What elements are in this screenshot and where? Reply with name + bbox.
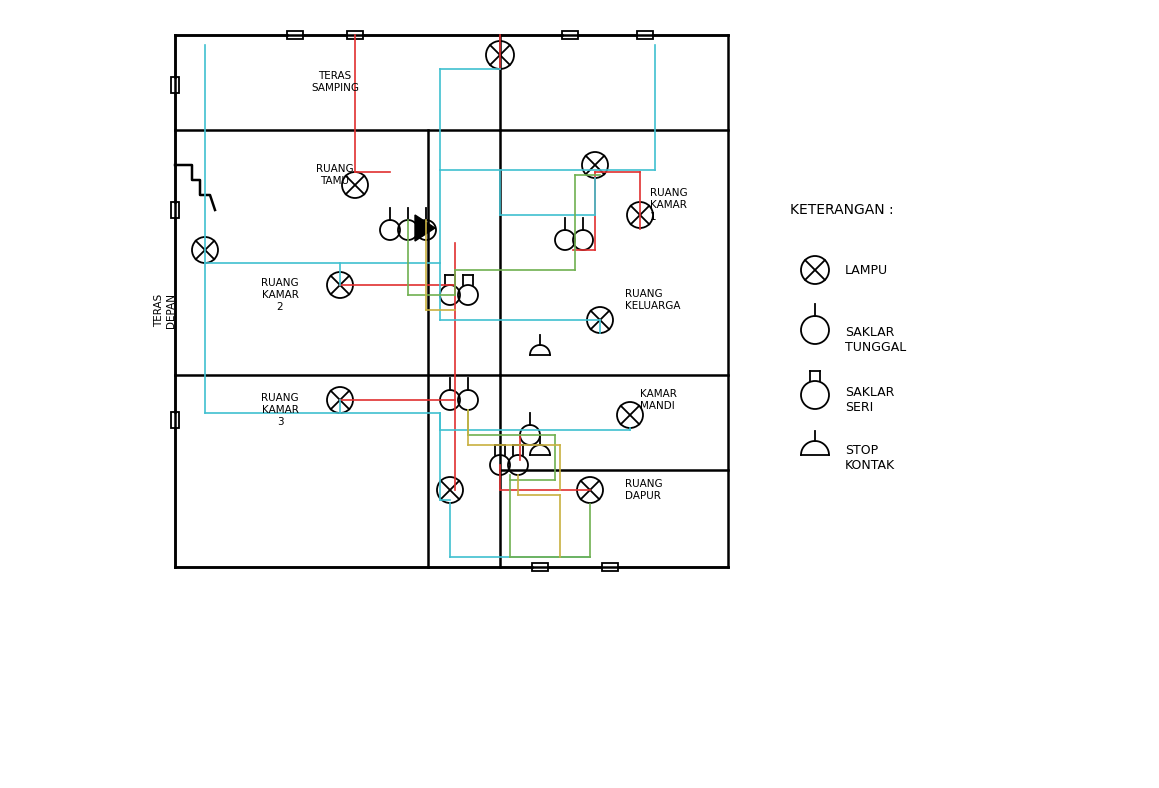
Polygon shape	[415, 215, 435, 241]
Text: RUANG
KELUARGA: RUANG KELUARGA	[625, 289, 680, 310]
Text: RUANG
DAPUR: RUANG DAPUR	[625, 479, 663, 501]
Text: SAKLAR
TUNGGAL: SAKLAR TUNGGAL	[845, 326, 906, 354]
Text: KETERANGAN :: KETERANGAN :	[790, 203, 894, 217]
Bar	[637, 31, 653, 39]
Bar	[172, 77, 178, 93]
Text: RUANG
KAMAR
1: RUANG KAMAR 1	[650, 188, 687, 221]
Text: KAMAR
MANDI: KAMAR MANDI	[640, 389, 677, 411]
Text: TERAS
DEPAN: TERAS DEPAN	[154, 292, 176, 328]
Text: STOP
KONTAK: STOP KONTAK	[845, 444, 895, 472]
Text: RUANG
KAMAR
2: RUANG KAMAR 2	[261, 278, 299, 311]
Bar	[532, 563, 548, 571]
Text: LAMPU: LAMPU	[845, 263, 888, 277]
Bar	[602, 563, 618, 571]
Bar	[172, 202, 178, 218]
Text: RUANG
KAMAR
3: RUANG KAMAR 3	[261, 393, 299, 426]
Text: TERAS
SAMPING: TERAS SAMPING	[311, 71, 359, 93]
Bar	[172, 412, 178, 428]
Text: RUANG
TAMU: RUANG TAMU	[316, 164, 353, 186]
Bar	[347, 31, 363, 39]
Bar	[287, 31, 302, 39]
Text: SAKLAR
SERI: SAKLAR SERI	[845, 386, 895, 414]
Bar	[562, 31, 578, 39]
